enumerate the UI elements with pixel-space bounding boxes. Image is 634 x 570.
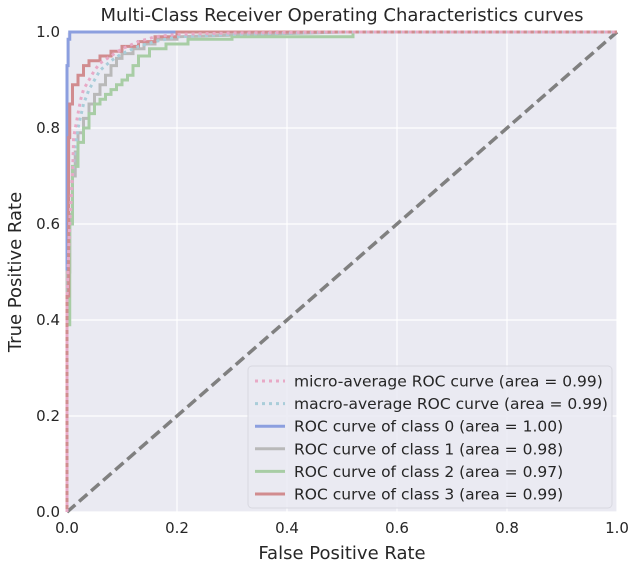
series-line-3 — [65, 30, 617, 512]
legend-entry-label: ROC curve of class 2 (area = 0.97) — [294, 463, 563, 481]
x-tick-label: 0.0 — [55, 519, 79, 537]
y-tick-label: 0.2 — [36, 407, 60, 425]
y-tick-label: 0.6 — [36, 215, 60, 233]
x-tick-label: 1.0 — [605, 519, 629, 537]
x-tick-label: 0.8 — [495, 519, 519, 537]
chart-title: Multi-Class Receiver Operating Character… — [101, 5, 584, 26]
y-axis-label: True Positive Rate — [5, 192, 26, 353]
x-tick-label: 0.6 — [385, 519, 409, 537]
legend-entry-label: micro-average ROC curve (area = 0.99) — [294, 373, 603, 391]
legend-box — [247, 365, 613, 509]
legend-entry-label: ROC curve of class 0 (area = 1.00) — [294, 418, 563, 436]
y-tick-label: 1.0 — [36, 23, 60, 41]
legend-entry-label: ROC curve of class 3 (area = 0.99) — [294, 486, 563, 504]
grid — [66, 31, 618, 513]
legend-entry-label: macro-average ROC curve (area = 0.99) — [294, 395, 608, 413]
series-line-2 — [65, 30, 617, 512]
series-layer — [65, 30, 619, 514]
x-tick-label: 0.2 — [165, 519, 189, 537]
series-line-6 — [65, 30, 619, 514]
legend: micro-average ROC curve (area = 0.99) mac… — [247, 365, 613, 509]
x-tick-labels: 0.0 0.2 0.4 0.6 0.8 1.0 — [55, 519, 629, 537]
x-axis-label: False Positive Rate — [258, 543, 425, 564]
y-tick-label: 0.4 — [36, 311, 60, 329]
legend-entry-label: ROC curve of class 1 (area = 0.98) — [294, 440, 563, 458]
y-tick-label: 0.0 — [36, 503, 60, 521]
y-tick-labels: 0.0 0.2 0.4 0.6 0.8 1.0 — [36, 23, 60, 521]
series-line-4 — [65, 30, 617, 512]
series-line-1 — [65, 30, 617, 512]
series-line-0 — [65, 30, 617, 512]
x-tick-label: 0.4 — [275, 519, 299, 537]
series-line-5 — [65, 30, 617, 512]
y-tick-label: 0.8 — [36, 119, 60, 137]
